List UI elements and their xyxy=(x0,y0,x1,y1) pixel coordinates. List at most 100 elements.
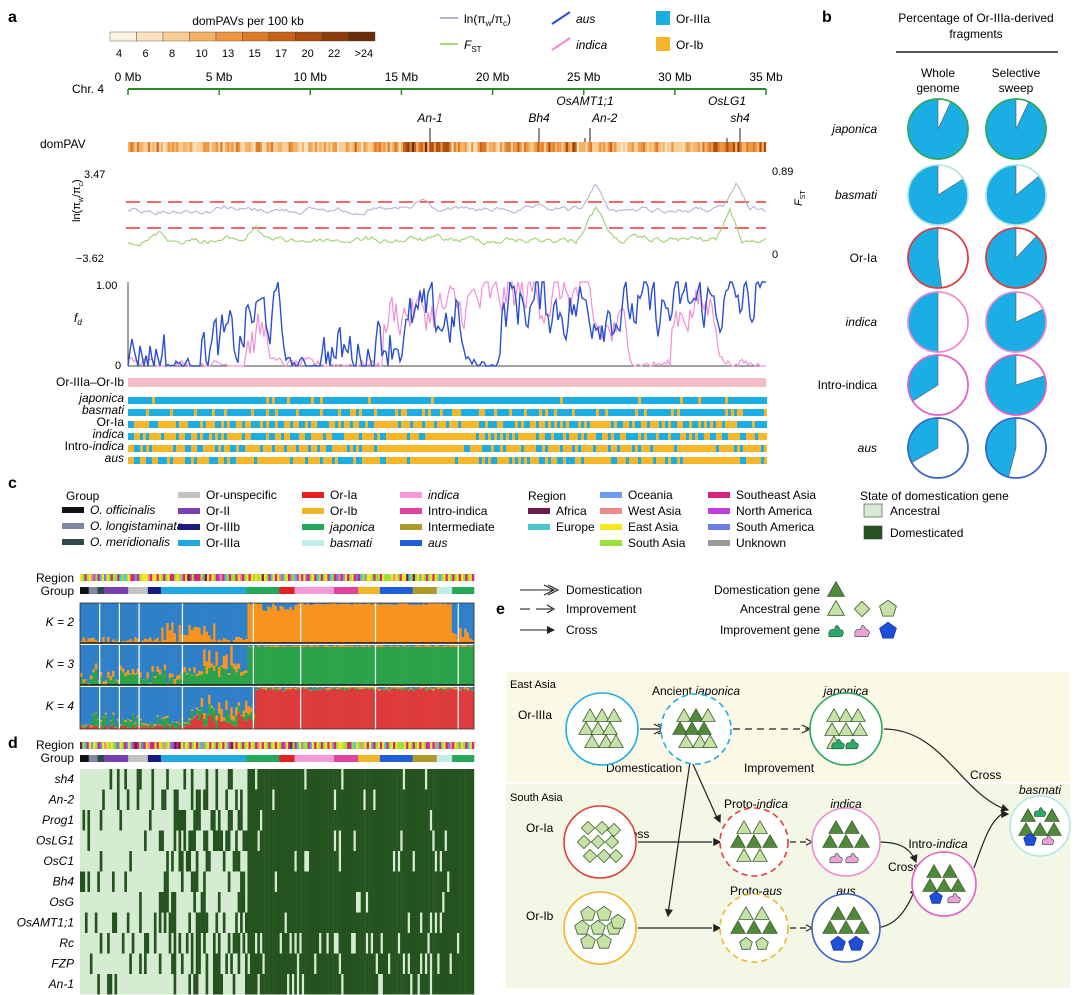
track-cell xyxy=(356,409,360,416)
k4-blue xyxy=(84,687,88,725)
region-bar-cell xyxy=(182,574,186,581)
k4-red xyxy=(156,725,160,729)
k3-orange xyxy=(104,680,108,685)
region-bar-cell xyxy=(84,574,87,581)
track-cell xyxy=(242,421,246,428)
group-bar-cell xyxy=(353,755,357,762)
heatmap-domesticated-cell xyxy=(313,810,317,831)
track-cell xyxy=(542,445,546,452)
track-cell xyxy=(605,457,609,464)
track-cell xyxy=(311,397,315,404)
track-cell xyxy=(269,397,273,404)
heatmap-domesticated-cell xyxy=(313,871,317,892)
group-bar-cell xyxy=(375,587,378,594)
heatmap-domesticated-cell xyxy=(242,871,246,892)
track-cell xyxy=(425,445,429,452)
track-cell xyxy=(248,433,252,440)
track-cell xyxy=(707,409,711,416)
heatmap-domesticated-cell xyxy=(171,912,174,933)
region-legend-swatch xyxy=(600,492,622,498)
dompav-cell xyxy=(134,142,137,152)
track-cell xyxy=(764,433,768,440)
heatmap-domesticated-cell xyxy=(377,810,381,831)
heatmap-domesticated-cell xyxy=(466,789,470,810)
heatmap-domesticated-cell xyxy=(331,953,334,974)
heatmap-domesticated-cell xyxy=(444,769,448,790)
track-cell xyxy=(347,457,351,464)
group-bar-cell xyxy=(206,755,210,762)
heatmap-domesticated-cell xyxy=(326,871,329,892)
track-cell xyxy=(596,397,600,404)
heatmap-domesticated-cell xyxy=(264,871,268,892)
heatmap-domesticated-cell xyxy=(414,912,418,933)
heatmap-domesticated-cell xyxy=(449,851,453,872)
dompav-cell xyxy=(449,142,452,152)
k3-green xyxy=(454,647,458,685)
k3-blue xyxy=(286,645,290,647)
k4-orange xyxy=(449,687,453,689)
heatmap-domesticated-cell xyxy=(299,871,302,892)
region-bar-cell xyxy=(88,574,92,581)
track-cell xyxy=(743,457,747,464)
track-cell xyxy=(200,445,204,452)
track-cell xyxy=(590,409,594,416)
track-cell xyxy=(686,433,690,440)
heatmap-domesticated-cell xyxy=(326,953,329,974)
k4-orange xyxy=(294,688,297,690)
k4-orange xyxy=(89,725,93,728)
heatmap-domesticated-cell xyxy=(380,851,384,872)
heatmap-domesticated-cell xyxy=(328,830,332,851)
heatmap-domesticated-cell xyxy=(338,912,342,933)
heatmap-domesticated-cell xyxy=(405,830,408,851)
heatmap-domesticated-cell xyxy=(353,912,356,933)
track-cell xyxy=(659,397,663,404)
group-bar-cell xyxy=(274,755,278,762)
k4-blue xyxy=(417,687,421,690)
heatmap-domesticated-cell xyxy=(350,892,354,913)
group-bar-cell xyxy=(349,755,352,762)
k3-green xyxy=(459,647,462,685)
heatmap-domesticated-cell xyxy=(417,933,421,954)
heatmap-domesticated-cell xyxy=(249,933,253,954)
track-cell xyxy=(341,397,345,404)
heatmap-domesticated-cell xyxy=(323,830,327,851)
k3-green xyxy=(225,669,229,685)
track-cell xyxy=(722,397,726,404)
k4-orange xyxy=(358,687,362,689)
heatmap-domesticated-cell xyxy=(178,851,182,872)
track-cell xyxy=(692,445,696,452)
dompav-cell xyxy=(359,142,362,152)
heatmap-domesticated-cell xyxy=(375,810,379,831)
heatmap-domesticated-cell xyxy=(212,830,216,851)
heatmap-domesticated-cell xyxy=(272,851,275,872)
track-cell xyxy=(470,409,474,416)
heatmap-domesticated-cell xyxy=(377,892,381,913)
track-cell xyxy=(548,397,552,404)
group-bar-cell xyxy=(355,587,359,594)
heatmap-domesticated-cell xyxy=(432,912,435,933)
k4-red xyxy=(454,689,458,729)
track-cell xyxy=(518,433,522,440)
track-cell xyxy=(605,445,609,452)
pie-grid: japonicabasmatiOr-IaindicaIntro-indicaau… xyxy=(818,98,1047,479)
group-bar-cell xyxy=(351,587,354,594)
track-cell xyxy=(608,445,612,452)
group-bar-cell xyxy=(147,755,151,762)
heatmap-domesticated-cell xyxy=(461,933,465,954)
track-cell xyxy=(230,445,234,452)
track-cell xyxy=(203,445,207,452)
k4-blue xyxy=(104,687,108,713)
k3-green xyxy=(424,647,428,685)
k3-orange xyxy=(203,649,206,666)
k4-orange xyxy=(141,723,145,725)
k3-green xyxy=(395,647,398,685)
track-cell xyxy=(644,409,648,416)
group-bar-cell xyxy=(417,587,420,594)
track-cell xyxy=(602,397,606,404)
k2-blue xyxy=(215,603,219,641)
heatmap-domesticated-cell xyxy=(412,912,416,933)
heatmap-domesticated-cell xyxy=(424,851,428,872)
k2-blue xyxy=(87,603,91,639)
heatmap-domesticated-cell xyxy=(373,851,376,872)
k4-blue xyxy=(471,687,475,691)
